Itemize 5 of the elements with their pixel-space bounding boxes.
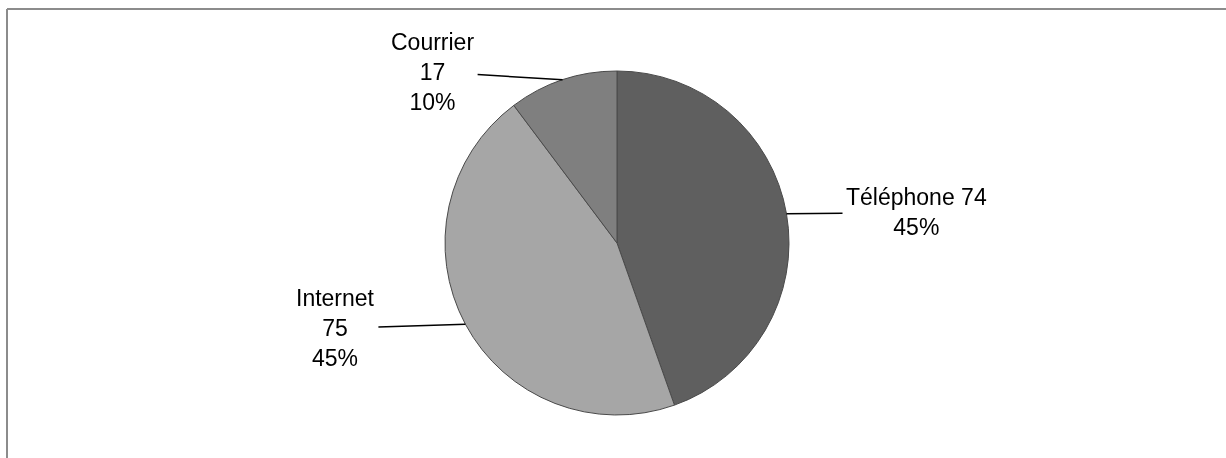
- slice-label: Internet: [296, 285, 375, 311]
- data-label: 17 10%: [409, 58, 456, 115]
- slice-label: Courrier: [391, 29, 475, 55]
- slice-label: Téléphone 74 45%: [846, 184, 987, 240]
- data-label: 75 45%: [311, 314, 359, 371]
